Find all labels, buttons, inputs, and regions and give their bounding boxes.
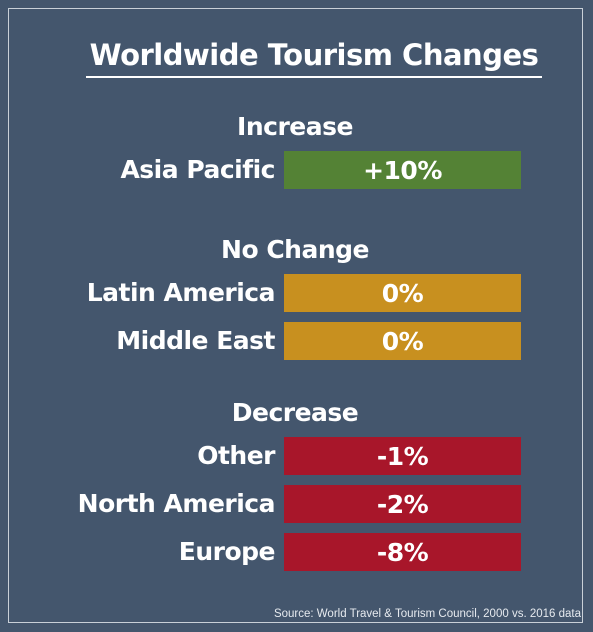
value-bar: 0% [284, 274, 521, 312]
value-bar: -2% [284, 485, 521, 523]
region-label: Asia Pacific [120, 155, 275, 184]
value-bar: 0% [284, 322, 521, 360]
chart-title: Worldwide Tourism Changes [89, 38, 539, 72]
value-label: 0% [381, 326, 424, 356]
group-heading-1: No Change [221, 235, 369, 264]
value-bar: -1% [284, 437, 521, 475]
source-note: Source: World Travel & Tourism Council, … [273, 608, 581, 620]
title-underline [86, 76, 542, 78]
chart-frame [8, 8, 583, 623]
group-heading-0: Increase [237, 112, 353, 141]
value-label: -1% [376, 441, 429, 471]
value-label: -8% [376, 537, 429, 567]
value-label: +10% [363, 155, 442, 185]
value-bar: +10% [284, 151, 521, 189]
region-label: Latin America [86, 278, 276, 307]
region-label: North America [77, 489, 276, 518]
region-label: Middle East [116, 326, 275, 355]
region-label: Europe [178, 537, 276, 566]
region-label: Other [197, 441, 275, 470]
value-bar: -8% [284, 533, 521, 571]
value-label: 0% [381, 278, 424, 308]
group-heading-2: Decrease [231, 398, 359, 427]
value-label: -2% [376, 489, 429, 519]
